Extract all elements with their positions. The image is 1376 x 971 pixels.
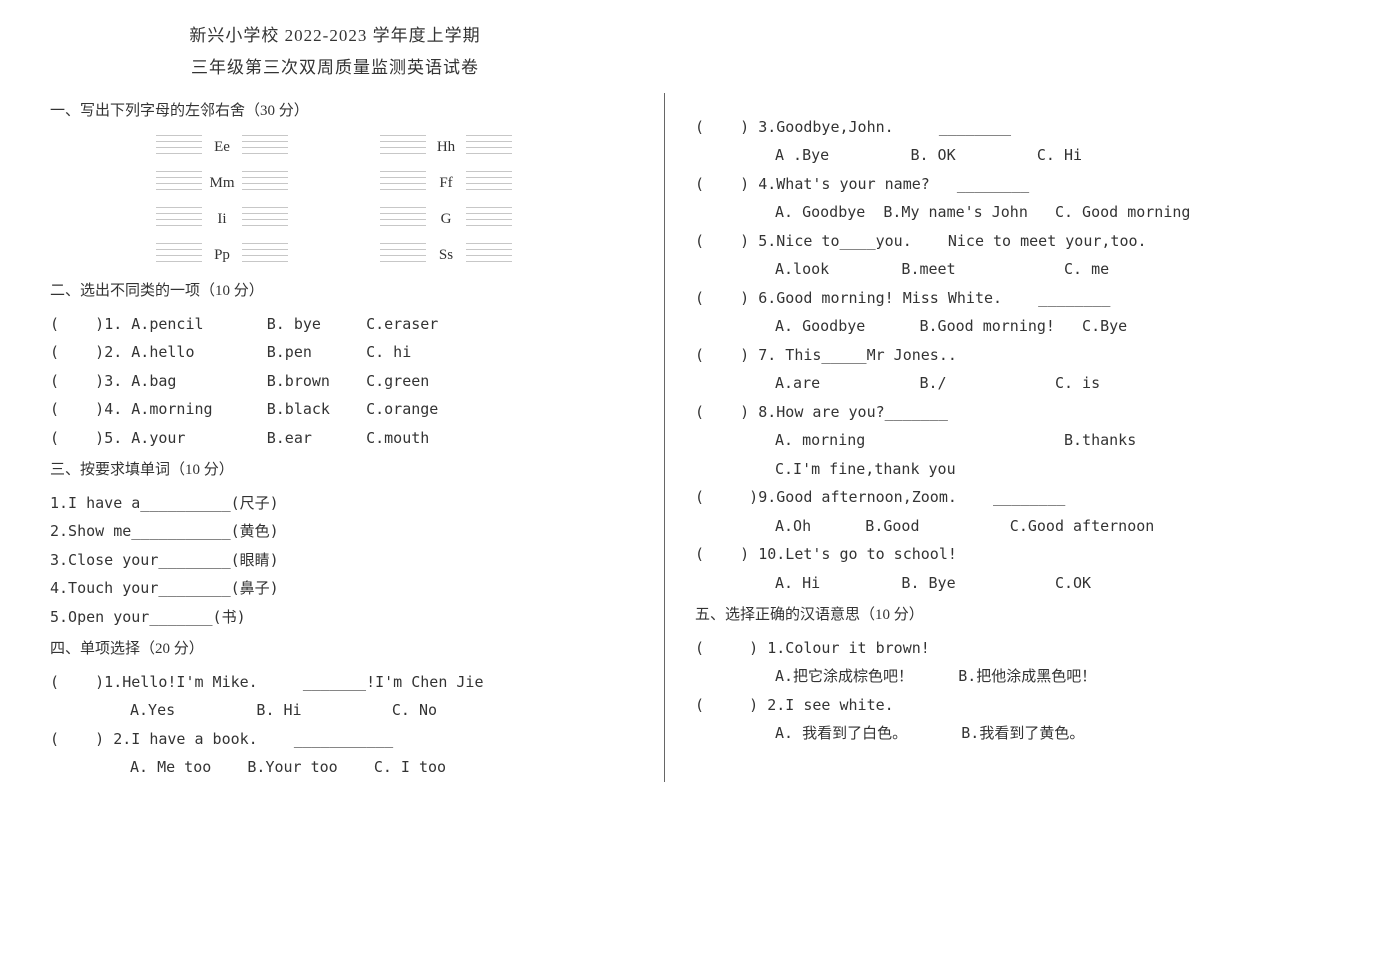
mcq-options: A.Oh B.Good C.Good afternoon — [695, 512, 1310, 541]
writing-box[interactable] — [156, 243, 202, 267]
section5-title: 五、选择正确的汉语意思（10 分） — [695, 601, 1310, 630]
letter-label: Ii — [208, 205, 236, 234]
mcq-question: ( ) 4.What's your name? ________ — [695, 170, 1310, 199]
writing-box[interactable] — [466, 207, 512, 231]
mcq-options: A. Goodbye B.My name's John C. Good morn… — [695, 198, 1310, 227]
section2-title: 二、选出不同类的一项（10 分） — [50, 277, 649, 306]
mcq-row: ( )1. A.pencil B. bye C.eraser — [50, 310, 649, 339]
section4-title: 四、单项选择（20 分） — [50, 635, 649, 664]
mcq-options: A. Goodbye B.Good morning! C.Bye — [695, 312, 1310, 341]
writing-box[interactable] — [242, 135, 288, 159]
mcq-options: A .Bye B. OK C. Hi — [695, 141, 1310, 170]
letter-label: G — [432, 205, 460, 234]
fill-blank-row: 5.Open your_______(书) — [50, 603, 649, 632]
mcq-options: A.are B./ C. is — [695, 369, 1310, 398]
letter-label: Hh — [432, 133, 460, 162]
mcq-options: C.I'm fine,thank you — [695, 455, 1310, 484]
letter-row: Pp Ss — [150, 237, 649, 273]
translate-options: A.把它涂成棕色吧！ B.把他涂成黑色吧！ — [695, 662, 1310, 691]
mcq-row: ( )5. A.your B.ear C.mouth — [50, 424, 649, 453]
writing-box[interactable] — [242, 243, 288, 267]
letter-label: Pp — [208, 241, 236, 270]
writing-box[interactable] — [466, 243, 512, 267]
mcq-options: A. Me too B.Your too C. I too — [50, 753, 649, 782]
translate-options: A. 我看到了白色。 B.我看到了黄色。 — [695, 719, 1310, 748]
left-column: 一、写出下列字母的左邻右舍（30 分） Ee Hh Mm Ff — [50, 93, 665, 782]
mcq-question: ( ) 8.How are you?_______ — [695, 398, 1310, 427]
writing-box[interactable] — [242, 171, 288, 195]
writing-box[interactable] — [242, 207, 288, 231]
mcq-question: ( ) 5.Nice to____you. Nice to meet your,… — [695, 227, 1310, 256]
mcq-options: A. Hi B. Bye C.OK — [695, 569, 1310, 598]
mcq-options: A. morning B.thanks — [695, 426, 1310, 455]
writing-box[interactable] — [380, 243, 426, 267]
mcq-question: ( ) 6.Good morning! Miss White. ________ — [695, 284, 1310, 313]
fill-blank-row: 1.I have a__________(尺子) — [50, 489, 649, 518]
mcq-question: ( )1.Hello!I'm Mike. _______!I'm Chen Ji… — [50, 668, 649, 697]
exam-header: 新兴小学校 2022-2023 学年度上学期 三年级第三次双周质量监测英语试卷 — [0, 20, 600, 85]
writing-box[interactable] — [156, 171, 202, 195]
fill-blank-row: 2.Show me___________(黄色) — [50, 517, 649, 546]
mcq-row: ( )3. A.bag B.brown C.green — [50, 367, 649, 396]
mcq-row: ( )2. A.hello B.pen C. hi — [50, 338, 649, 367]
fill-blank-row: 4.Touch your________(鼻子) — [50, 574, 649, 603]
writing-box[interactable] — [380, 207, 426, 231]
letter-label: Ff — [432, 169, 460, 198]
letter-label: Ee — [208, 133, 236, 162]
letter-neighbor-table: Ee Hh Mm Ff Ii — [50, 129, 649, 273]
mcq-options: A.Yes B. Hi C. No — [50, 696, 649, 725]
writing-box[interactable] — [156, 207, 202, 231]
writing-box[interactable] — [466, 135, 512, 159]
mcq-options: A.look B.meet C. me — [695, 255, 1310, 284]
section1-title: 一、写出下列字母的左邻右舍（30 分） — [50, 97, 649, 126]
header-line-2: 三年级第三次双周质量监测英语试卷 — [70, 52, 600, 84]
mcq-row: ( )4. A.morning B.black C.orange — [50, 395, 649, 424]
letter-label: Mm — [208, 169, 236, 198]
mcq-question: ( ) 7. This_____Mr Jones.. — [695, 341, 1310, 370]
header-line-1: 新兴小学校 2022-2023 学年度上学期 — [70, 20, 600, 52]
writing-box[interactable] — [380, 171, 426, 195]
translate-question: ( ) 1.Colour it brown! — [695, 634, 1310, 663]
mcq-question: ( )9.Good afternoon,Zoom. ________ — [695, 483, 1310, 512]
letter-row: Ee Hh — [150, 129, 649, 165]
fill-blank-row: 3.Close your________(眼睛) — [50, 546, 649, 575]
writing-box[interactable] — [156, 135, 202, 159]
writing-box[interactable] — [380, 135, 426, 159]
letter-row: Ii G — [150, 201, 649, 237]
right-column: ( ) 3.Goodbye,John. ________ A .Bye B. O… — [695, 93, 1310, 782]
mcq-question: ( ) 2.I have a book. ___________ — [50, 725, 649, 754]
mcq-question: ( ) 10.Let's go to school! — [695, 540, 1310, 569]
letter-label: Ss — [432, 241, 460, 270]
writing-box[interactable] — [466, 171, 512, 195]
translate-question: ( ) 2.I see white. — [695, 691, 1310, 720]
mcq-question: ( ) 3.Goodbye,John. ________ — [695, 113, 1310, 142]
letter-row: Mm Ff — [150, 165, 649, 201]
section3-title: 三、按要求填单词（10 分） — [50, 456, 649, 485]
